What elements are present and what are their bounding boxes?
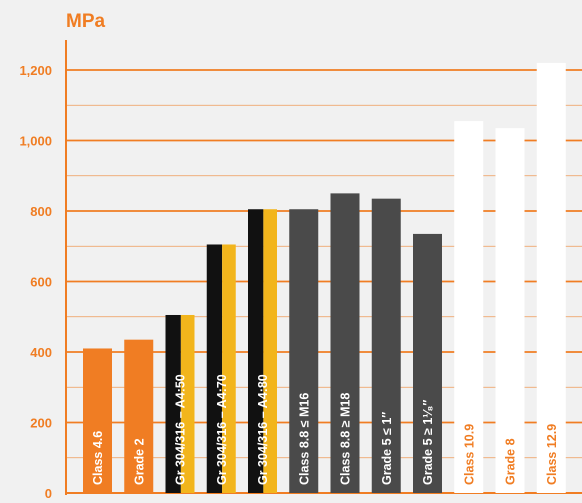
bar-label: Grade 5 ≤ 1″ [380, 412, 394, 485]
bar-label: Class 10.9 [462, 424, 476, 485]
bar-label: Class 8.8 ≤ M16 [297, 393, 311, 485]
bar-label: Gr 304/316 – A4:50 [174, 374, 188, 485]
bar [83, 348, 112, 493]
bar-stainless-yellow [263, 209, 277, 494]
y-tick-label: 400 [30, 345, 52, 360]
bar-label: Grade 2 [132, 438, 146, 485]
bar-label: Grade 8 [504, 438, 518, 485]
bar [124, 339, 154, 493]
bar-stainless-black [165, 314, 181, 493]
bar-stainless-black [206, 244, 223, 493]
bar-label: Class 12.9 [545, 424, 559, 485]
y-tick-label: 1,200 [19, 63, 52, 78]
unit-title: MPa [66, 11, 106, 32]
y-tick-label: 800 [30, 204, 52, 219]
y-tick-label: 200 [30, 416, 52, 431]
y-tick-label: 0 [45, 486, 52, 501]
bar [371, 198, 401, 493]
bar-label: Gr 304/316 – A4:80 [256, 374, 270, 485]
y-tick-label: 1,000 [19, 134, 52, 149]
bars-layer [83, 62, 566, 494]
bar [330, 193, 360, 493]
bar-stainless-black [248, 209, 264, 494]
y-tick-label: 600 [30, 275, 52, 290]
y-tick-labels: 0 200 400 600 800 1,000 1,200 [19, 63, 52, 501]
bar [289, 209, 319, 494]
bar-label: Class 4.6 [91, 431, 105, 485]
bar [454, 121, 484, 494]
bar-labels-layer: Class 4.6 Grade 2 Gr 304/316 – A4:50 Gr 304… [91, 374, 559, 485]
bar [495, 128, 525, 493]
bar-stainless-yellow [222, 244, 236, 493]
bar-label: Gr 304/316 – A4:70 [215, 374, 229, 485]
bar [536, 62, 566, 493]
bar [413, 233, 442, 493]
bar-stainless-yellow [180, 314, 195, 493]
bar-label: Grade 5 ≥ 1¹⁄₈″ [421, 400, 435, 485]
bar-label: Class 8.8 ≥ M18 [339, 393, 353, 485]
